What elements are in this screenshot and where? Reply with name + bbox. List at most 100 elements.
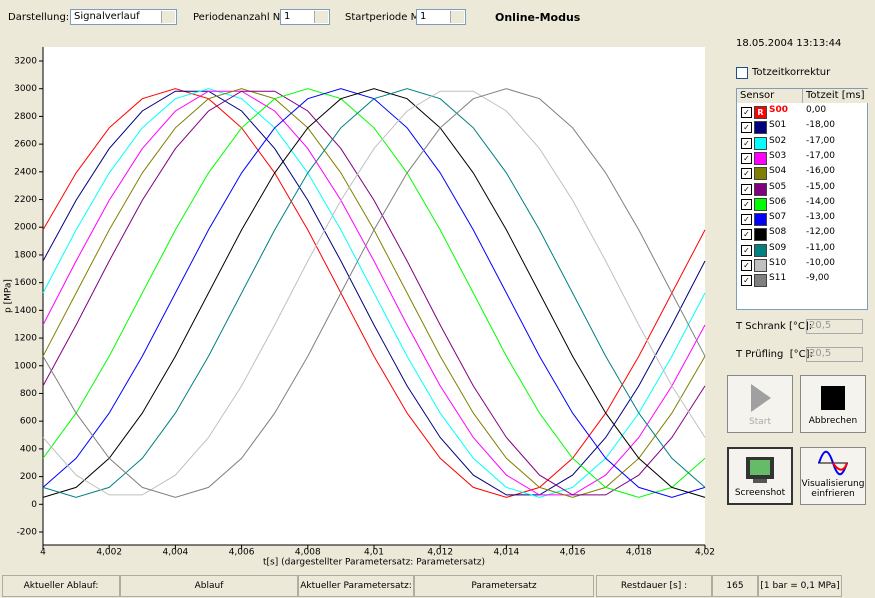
button-label: Abbrechen bbox=[808, 416, 858, 426]
status-cell: Aktueller Ablauf: bbox=[2, 575, 120, 597]
color-swatch bbox=[754, 259, 767, 272]
button-label: Visualisierung bbox=[801, 479, 865, 489]
color-swatch bbox=[754, 167, 767, 181]
dropdown[interactable]: 1 bbox=[416, 9, 466, 25]
sensor-name: S05 bbox=[769, 181, 787, 192]
table-header: Totzeit [ms] bbox=[803, 89, 870, 103]
button-label: einfrieren bbox=[811, 489, 855, 499]
y-tick-label: 1200 bbox=[14, 334, 37, 344]
label: Startperiode M: bbox=[345, 12, 423, 23]
table-header: Sensor bbox=[737, 89, 803, 103]
button-label: Start bbox=[749, 417, 771, 427]
totzeit: -16,00 bbox=[806, 166, 836, 177]
screenshot-button[interactable]: Screenshot bbox=[727, 447, 793, 505]
checkbox[interactable] bbox=[736, 67, 748, 79]
sensor-name: S06 bbox=[769, 196, 787, 207]
totzeit: -17,00 bbox=[806, 135, 836, 146]
series-line bbox=[42, 88, 706, 498]
y-tick-label: 1800 bbox=[14, 250, 37, 260]
color-swatch bbox=[754, 228, 767, 242]
row-checkbox[interactable]: ✓ bbox=[741, 168, 752, 180]
x-tick-label: 4,016 bbox=[560, 548, 586, 558]
color-swatch bbox=[754, 121, 767, 135]
series-line bbox=[42, 88, 706, 498]
mode-label: Online-Modus bbox=[495, 11, 581, 24]
status-cell: 165 bbox=[712, 575, 758, 597]
totzeit: -13,00 bbox=[806, 212, 836, 223]
sensor-name: S07 bbox=[769, 212, 787, 223]
color-swatch: R bbox=[754, 106, 767, 119]
x-tick-label: 4,004 bbox=[163, 548, 189, 558]
checkbox-label: Totzeitkorrektur bbox=[752, 67, 831, 78]
chart: p [MPa] t[s] (dargestellter Parametersat… bbox=[4, 47, 715, 568]
sensor-name: S00 bbox=[769, 105, 789, 115]
sensor-name: S02 bbox=[769, 135, 787, 146]
row-checkbox[interactable]: ✓ bbox=[741, 244, 752, 256]
row-checkbox[interactable]: ✓ bbox=[741, 122, 752, 134]
color-swatch bbox=[754, 182, 767, 196]
sensor-name: S01 bbox=[769, 120, 787, 131]
y-tick-label: 800 bbox=[20, 389, 37, 399]
y-tick-label: 2200 bbox=[14, 195, 37, 205]
x-tick-label: 4,02 bbox=[695, 548, 715, 558]
x-axis-label: t[s] (dargestellter Parametersatz: Param… bbox=[263, 558, 485, 568]
row-checkbox[interactable]: ✓ bbox=[741, 107, 752, 118]
status-cell: [1 bar = 0,1 MPa] bbox=[758, 575, 842, 597]
y-tick-label: 2400 bbox=[14, 167, 37, 177]
sensor-name: S10 bbox=[769, 258, 787, 268]
sensor-name: S08 bbox=[769, 227, 787, 238]
start-button[interactable]: Start bbox=[727, 375, 793, 433]
color-swatch bbox=[754, 274, 767, 288]
totzeit: -12,00 bbox=[806, 227, 836, 238]
row-checkbox[interactable]: ✓ bbox=[741, 198, 752, 210]
x-tick-label: 4 bbox=[40, 548, 46, 558]
temp-field: 20,5 bbox=[806, 319, 863, 334]
y-tick-label: 3000 bbox=[14, 84, 37, 94]
dropdown[interactable]: Signalverlauf bbox=[70, 9, 177, 25]
y-tick-label: 1000 bbox=[14, 361, 37, 371]
color-swatch bbox=[754, 136, 767, 150]
x-tick-label: 4,008 bbox=[295, 548, 321, 558]
x-tick-label: 4,002 bbox=[96, 548, 122, 558]
totzeit: 0,00 bbox=[806, 105, 827, 115]
button-label: Screenshot bbox=[734, 488, 786, 498]
series-line bbox=[42, 88, 706, 498]
dropdown[interactable]: 1 bbox=[280, 9, 330, 25]
status-cell: Aktueller Parametersatz: bbox=[298, 575, 414, 597]
y-tick-label: 2600 bbox=[14, 140, 37, 150]
freeze-button[interactable]: Visualisierung einfrieren bbox=[800, 447, 866, 505]
color-swatch bbox=[754, 151, 767, 165]
totzeit: -14,00 bbox=[806, 196, 836, 207]
series-line bbox=[42, 90, 706, 496]
row-checkbox[interactable]: ✓ bbox=[741, 183, 752, 195]
series-line bbox=[42, 90, 706, 496]
status-cell: Parametersatz bbox=[414, 575, 594, 597]
row-checkbox[interactable]: ✓ bbox=[741, 214, 752, 226]
status-cell: Restdauer [s] : bbox=[596, 575, 712, 597]
series-line bbox=[42, 90, 706, 496]
sensor-table: Sensor Totzeit [ms] ✓ R S00 0,00 ✓ S01 -18,00 ✓… bbox=[736, 88, 870, 310]
color-swatch bbox=[754, 213, 767, 227]
label: Darstellung: bbox=[8, 12, 70, 23]
x-tick-label: 4,01 bbox=[364, 548, 384, 558]
series-line bbox=[42, 88, 706, 498]
y-tick-label: 1400 bbox=[14, 306, 37, 316]
cancel-button[interactable]: Abbrechen bbox=[800, 375, 866, 433]
row-checkbox[interactable]: ✓ bbox=[741, 152, 752, 164]
row-checkbox[interactable]: ✓ bbox=[741, 260, 752, 271]
temp-label: T Prüfling [°C]: bbox=[736, 349, 813, 360]
series-line bbox=[42, 88, 706, 498]
row-checkbox[interactable]: ✓ bbox=[741, 229, 752, 241]
y-tick-label: 1600 bbox=[14, 278, 37, 288]
y-tick-label: 600 bbox=[20, 417, 37, 427]
y-tick-label: -200 bbox=[17, 528, 38, 538]
totzeit: -11,00 bbox=[806, 242, 836, 253]
sensor-name: S03 bbox=[769, 150, 787, 161]
series-line bbox=[42, 88, 706, 498]
sensor-name: S04 bbox=[769, 166, 787, 177]
x-tick-label: 4,006 bbox=[229, 548, 255, 558]
y-tick-label: 3200 bbox=[14, 57, 37, 67]
row-checkbox[interactable]: ✓ bbox=[741, 275, 752, 287]
row-checkbox[interactable]: ✓ bbox=[741, 137, 752, 149]
